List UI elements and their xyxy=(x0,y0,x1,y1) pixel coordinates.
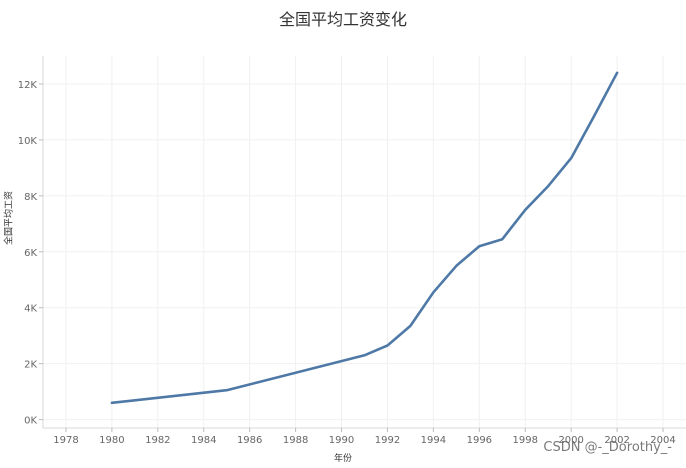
x-tick-label: 1980 xyxy=(99,435,124,446)
x-tick-label: 1998 xyxy=(513,435,538,446)
y-tick-label: 10K xyxy=(18,136,38,147)
y-tick-label: 0K xyxy=(24,416,37,427)
y-tick-label: 8K xyxy=(24,192,37,203)
x-tick-label: 1990 xyxy=(329,435,354,446)
x-tick-label: 1978 xyxy=(53,435,78,446)
y-tick-label: 12K xyxy=(18,80,38,91)
x-tick-label: 1996 xyxy=(467,435,492,446)
x-tick-label: 2002 xyxy=(604,435,629,446)
x-tick-label: 1992 xyxy=(375,435,400,446)
x-tick-label: 2004 xyxy=(650,435,675,446)
y-tick-label: 6K xyxy=(24,248,37,259)
x-axis-label: 年份 xyxy=(333,454,352,464)
y-tick-label: 2K xyxy=(24,360,37,371)
x-tick-label: 1994 xyxy=(421,435,446,446)
x-tick-label: 1982 xyxy=(145,435,170,446)
x-tick-label: 2000 xyxy=(558,435,583,446)
y-tick-label: 4K xyxy=(24,304,37,315)
watermark: CSDN @-_Dorothy_- xyxy=(543,440,672,455)
x-tick-label: 1986 xyxy=(237,435,262,446)
chart-title: 全国平均工资变化 xyxy=(278,10,407,29)
x-tick-label: 1988 xyxy=(283,435,308,446)
series-line xyxy=(110,71,619,405)
x-tick-label: 1984 xyxy=(191,435,216,446)
